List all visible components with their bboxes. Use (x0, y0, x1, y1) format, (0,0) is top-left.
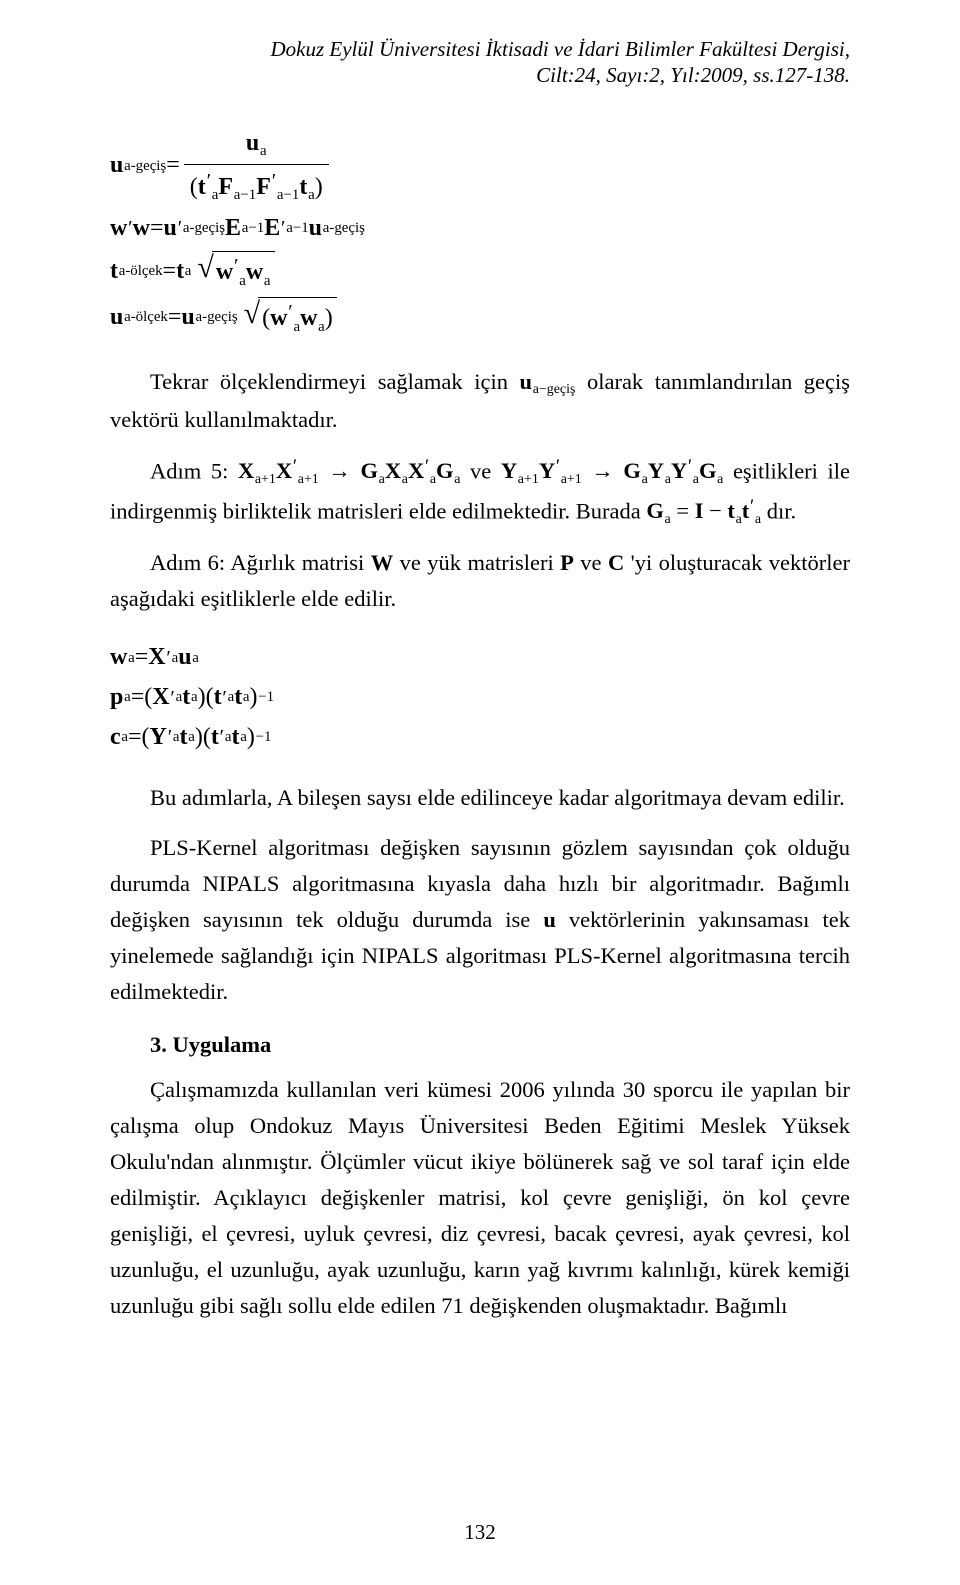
paragraph-step5: Adım 5: Xa+1X′a+1 → GaXaX′aGa ve Ya+1Y′a… (110, 452, 850, 532)
equation-4: ua-ölçek = ua-geçiş √ (w′awa) (110, 297, 850, 337)
equation-7: ca = (Y′ata)(t′ata)−1 (110, 721, 850, 755)
paragraph-6: Çalışmamızda kullanılan veri kümesi 2006… (110, 1072, 850, 1324)
equation-6: pa = (X′ata)(t′ata)−1 (110, 681, 850, 715)
page-number: 132 (110, 1496, 850, 1545)
page: Dokuz Eylül Üniversitesi İktisadi ve İda… (0, 0, 960, 1585)
paragraph-5: PLS-Kernel algoritması değişken sayısını… (110, 830, 850, 1010)
journal-header: Dokuz Eylül Üniversitesi İktisadi ve İda… (110, 36, 850, 89)
paragraph-step6: Adım 6: Ağırlık matrisi W ve yük matrisl… (110, 545, 850, 617)
paragraph-1: Tekrar ölçeklendirmeyi sağlamak için ua−… (110, 364, 850, 438)
paragraph-4: Bu adımlarla, A bileşen saysı elde edili… (110, 780, 850, 816)
equation-block-2: wa = X′aua pa = (X′ata)(t′ata)−1 ca = (Y… (110, 635, 850, 760)
equation-3: ta-ölçek = ta √ w′awa (110, 251, 850, 291)
equation-1: ua-geçiş = ua (t′aFa−1F′a−1ta) (110, 127, 850, 206)
equation-block-1: ua-geçiş = ua (t′aFa−1F′a−1ta) w′w = u′a… (110, 121, 850, 344)
header-line-1: Dokuz Eylül Üniversitesi İktisadi ve İda… (110, 36, 850, 62)
header-line-2: Cilt:24, Sayı:2, Yıl:2009, ss.127-138. (110, 62, 850, 88)
inline-u-agecis: ua−geçiş (520, 369, 576, 394)
equation-5: wa = X′aua (110, 641, 850, 675)
section-3-heading: 3. Uygulama (110, 1032, 850, 1058)
equation-2: w′w = u′a-geçiş Ea−1 E′a−1 ua-geçiş (110, 212, 850, 246)
